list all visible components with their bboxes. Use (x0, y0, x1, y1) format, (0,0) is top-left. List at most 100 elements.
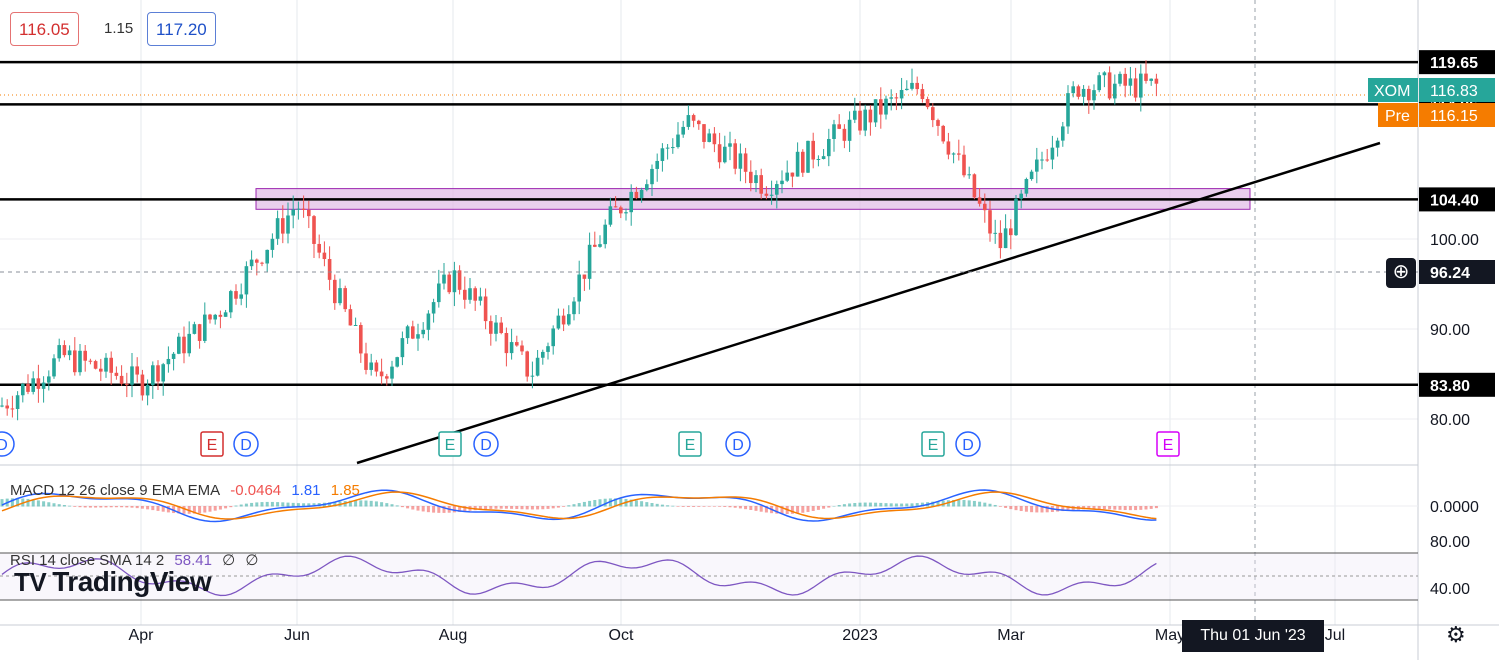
candle-body (515, 342, 519, 346)
macd-hist-bar (1082, 506, 1086, 510)
candle-body (182, 336, 186, 354)
macd-hist-bar (395, 505, 399, 507)
candle-body (1055, 140, 1060, 148)
price-tick-label: 100.00 (1430, 232, 1479, 249)
candle-body (333, 279, 337, 304)
macd-hist-bar (88, 506, 92, 508)
candle-body (998, 232, 1003, 249)
candle-body (780, 180, 784, 185)
macd-hist-bar (364, 500, 368, 507)
candle-body (671, 147, 675, 149)
candle-body (327, 259, 332, 280)
macd-hist-bar (853, 502, 857, 507)
macd-hist-bar (1040, 506, 1044, 513)
candle-body (494, 322, 498, 334)
macd-hist-bar (473, 506, 477, 511)
candle-body (197, 324, 202, 341)
candle-body (645, 184, 649, 190)
candle-body (218, 314, 223, 317)
macd-hist-bar (1097, 506, 1101, 510)
price-tick-label: 90.00 (1430, 322, 1470, 339)
macd-hist-bar (504, 506, 508, 509)
macd-hist-bar (452, 506, 456, 513)
macd-hist-bar (52, 503, 56, 507)
rsi-line (1, 555, 1157, 597)
tradingview-logo: TV TradingView (14, 566, 212, 597)
earnings-marker (438, 431, 462, 457)
candle-body (572, 301, 576, 315)
candle-body (411, 326, 415, 339)
candle-body (1102, 72, 1107, 76)
candle-body (842, 128, 847, 141)
macd-hist-bar (1113, 506, 1117, 510)
macd-hist-bar (634, 500, 638, 507)
candle-body (1040, 159, 1044, 161)
candle-body (676, 134, 680, 148)
candle-body (582, 274, 587, 279)
candle-body (738, 153, 743, 169)
candle-body (634, 191, 639, 199)
candle-body (114, 372, 119, 376)
candle-body (946, 141, 951, 155)
candle-body (520, 345, 524, 352)
candle-body (125, 383, 129, 385)
time-axis[interactable]: Apr Jun Aug Oct 2023 Mar May Jul (129, 627, 1346, 644)
add-level-button[interactable]: ⊕ (1386, 258, 1416, 288)
candle-body (239, 294, 243, 299)
candle-body (26, 383, 30, 392)
candle-body (920, 89, 925, 100)
candle-body (806, 140, 810, 173)
candle-body (1081, 88, 1086, 97)
macd-hist-bar (686, 506, 690, 507)
rsi-axis-bottom: 40.00 (1430, 581, 1470, 598)
dividend-marker (725, 431, 751, 457)
macd-hist-bar (26, 498, 30, 507)
candle-body (457, 270, 462, 290)
macd-hist-bar (754, 506, 758, 511)
candle-body (624, 212, 628, 214)
candle-body (816, 158, 821, 160)
candle-body (717, 144, 722, 163)
level-label: 119.65 (1430, 55, 1478, 72)
macd-hist-bar (125, 506, 129, 508)
candle-body (957, 153, 961, 155)
macd-hist-bar (255, 502, 259, 507)
candle-body (764, 193, 769, 196)
candle-body (977, 197, 982, 204)
macd-hist-bar (567, 505, 571, 507)
rsi-value: 58.41 (174, 552, 212, 569)
macd-hist-bar (1144, 506, 1148, 510)
macd-hist-bar (260, 502, 264, 507)
event-marker-label: E (685, 437, 696, 454)
candle-body (322, 252, 327, 260)
candle-body (1076, 86, 1081, 97)
last-price-box (1419, 78, 1495, 102)
candle-body (353, 324, 358, 326)
candle-body (307, 209, 311, 217)
candle-body (1087, 88, 1091, 101)
gear-icon[interactable]: ⚙ (1446, 622, 1466, 647)
ticker-label: XOM (1374, 83, 1410, 100)
candle-body (629, 191, 633, 213)
candle-body (613, 206, 618, 208)
macd-hist-bar (172, 506, 176, 514)
candle-body (270, 238, 275, 250)
bid-price[interactable]: 116.05 (10, 12, 79, 46)
candle-body (390, 366, 394, 379)
macd-hist-bar (868, 502, 872, 507)
macd-hist-bar (806, 506, 810, 512)
ask-price[interactable]: 117.20 (147, 12, 216, 46)
macd-hist-bar (458, 506, 462, 512)
candle-body (52, 358, 56, 377)
macd-hist-bar (666, 505, 670, 507)
macd-hist-bar (369, 500, 373, 507)
candle-body (639, 189, 644, 199)
macd-hist-bar (1092, 506, 1096, 510)
level-label-box (1419, 372, 1495, 397)
macd-hist-bar (0, 499, 4, 507)
price-axis[interactable]: 100.0090.0080.00119.65114.96104.4083.80X… (1368, 50, 1495, 598)
candle-body (452, 270, 457, 293)
macd-axis-label: 0.0000 (1430, 499, 1479, 516)
